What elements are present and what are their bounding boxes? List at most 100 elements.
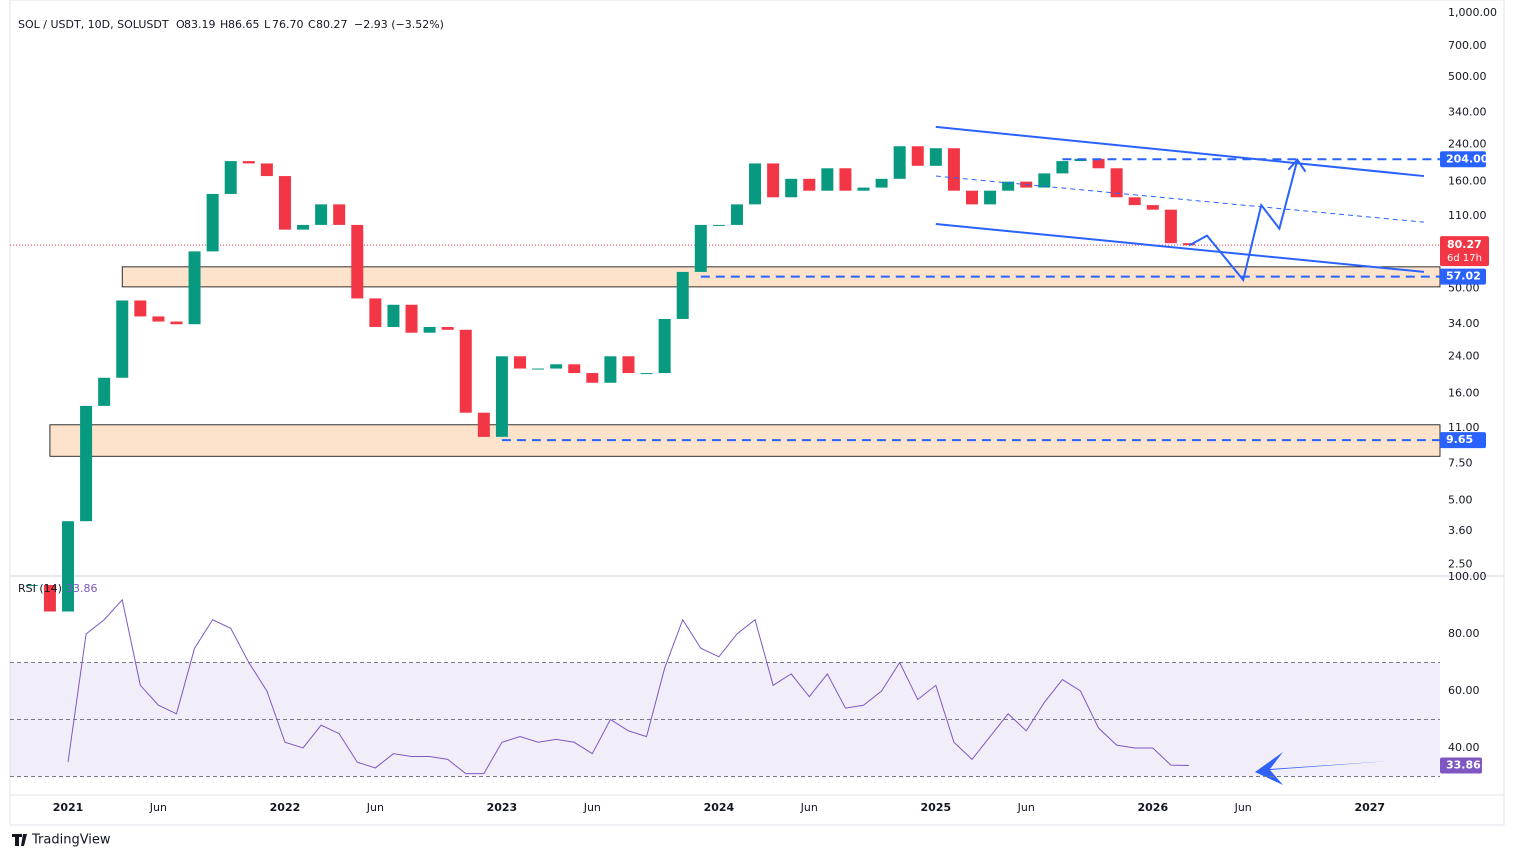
y-tick-label: 2.50 — [1448, 557, 1473, 570]
candle — [387, 304, 400, 327]
candle — [333, 204, 346, 225]
rsi-arrow — [1255, 752, 1390, 785]
candle — [1038, 173, 1051, 188]
candle — [188, 251, 201, 325]
candle — [80, 405, 93, 522]
x-tick-label: 2023 — [487, 801, 518, 814]
candle — [514, 356, 526, 369]
ohlc-value: 76.70 — [272, 18, 304, 31]
candle — [803, 178, 816, 191]
candle — [676, 271, 689, 319]
level-tag — [1440, 151, 1486, 168]
candle — [694, 224, 707, 272]
candle — [459, 329, 472, 413]
candle — [640, 373, 653, 375]
x-tick-label: Jun — [1017, 801, 1035, 814]
rsi-tick-label: 80.00 — [1448, 627, 1480, 640]
candle — [297, 224, 310, 230]
y-tick-label: 500.00 — [1448, 70, 1487, 83]
level-label: 9.65 — [1446, 433, 1473, 446]
candle — [1164, 209, 1177, 244]
projection — [1188, 159, 1299, 283]
y-tick-label: 50.00 — [1448, 282, 1480, 295]
ohlc-key: C — [308, 18, 316, 31]
y-tick-label: 1,000.00 — [1448, 6, 1497, 19]
candle — [62, 521, 74, 612]
rsi-tick-label: 60.00 — [1448, 684, 1480, 697]
candle — [1002, 181, 1015, 191]
rsi-name: RSI (14) — [18, 582, 62, 595]
trend-line — [935, 222, 1425, 273]
rsi-tick-label: 40.00 — [1448, 741, 1480, 754]
candle — [477, 412, 490, 437]
rsi-line — [67, 598, 1189, 775]
rsi-tag-label: 33.86 — [1446, 758, 1481, 771]
x-tick-label: 2026 — [1137, 801, 1168, 814]
candle — [315, 204, 328, 225]
last-price-label: 80.27 — [1447, 238, 1482, 251]
y-tick-label: 160.00 — [1448, 175, 1487, 188]
ohlc-value: 80.27 — [316, 18, 348, 31]
rsi-value: 33.86 — [66, 582, 98, 595]
y-tick-label: 24.00 — [1448, 349, 1480, 362]
symbol: SOL / USDT, 10D, SOLUSDT — [18, 18, 169, 31]
candle — [622, 356, 635, 374]
y-tick-label: 11.00 — [1448, 421, 1480, 434]
y-tick-label: 7.50 — [1448, 456, 1473, 469]
candle — [134, 300, 147, 317]
logo — [12, 834, 27, 846]
level-label: 57.02 — [1446, 270, 1481, 283]
candle — [495, 356, 508, 437]
candle — [730, 204, 743, 225]
y-tick-label: 3.60 — [1448, 524, 1473, 537]
candle — [1056, 161, 1069, 174]
candle — [947, 148, 960, 191]
candle — [224, 161, 237, 194]
watermark: TradingView — [31, 833, 111, 848]
candle — [532, 368, 545, 370]
candle — [242, 161, 255, 164]
x-tick-label: 2027 — [1354, 801, 1385, 814]
x-tick-label: Jun — [149, 801, 167, 814]
candle — [152, 316, 165, 322]
trend-line — [935, 125, 1425, 178]
candle — [1110, 168, 1123, 198]
candle — [98, 377, 111, 406]
rsi-tag — [1440, 757, 1482, 774]
y-tick-label: 16.00 — [1448, 387, 1480, 400]
candle — [1182, 243, 1195, 246]
level-tag — [1440, 268, 1486, 285]
candle — [984, 190, 997, 205]
candle — [857, 187, 870, 191]
candle — [568, 364, 581, 374]
candle — [839, 168, 852, 191]
countdown: 6d 17h — [1447, 253, 1482, 264]
y-tick-label: 340.00 — [1448, 105, 1487, 118]
candle — [441, 326, 454, 330]
candle — [1146, 205, 1159, 210]
candle — [25, 585, 38, 587]
candle — [785, 178, 798, 198]
candle — [875, 178, 888, 188]
y-tick-label: 240.00 — [1448, 137, 1487, 150]
candle — [767, 163, 780, 198]
x-tick-label: 2021 — [53, 801, 84, 814]
y-tick-label: 5.00 — [1448, 494, 1473, 507]
candle — [170, 321, 183, 325]
candle — [206, 193, 219, 252]
projection-arrowhead — [1287, 158, 1307, 173]
x-tick-label: 2022 — [270, 801, 301, 814]
frame — [9, 0, 1505, 826]
y-tick-label: 110.00 — [1448, 209, 1487, 222]
candle — [369, 298, 382, 327]
level-label: 204.00 — [1446, 152, 1489, 165]
candle — [749, 163, 762, 205]
x-tick-label: Jun — [1234, 801, 1252, 814]
ohlc-value: 83.19 — [184, 18, 216, 31]
ohlc-key: L — [264, 18, 271, 31]
ohlc-key: O — [176, 18, 185, 31]
candle — [911, 146, 924, 166]
level-tag — [1440, 432, 1486, 449]
x-tick-label: 2024 — [704, 801, 735, 814]
